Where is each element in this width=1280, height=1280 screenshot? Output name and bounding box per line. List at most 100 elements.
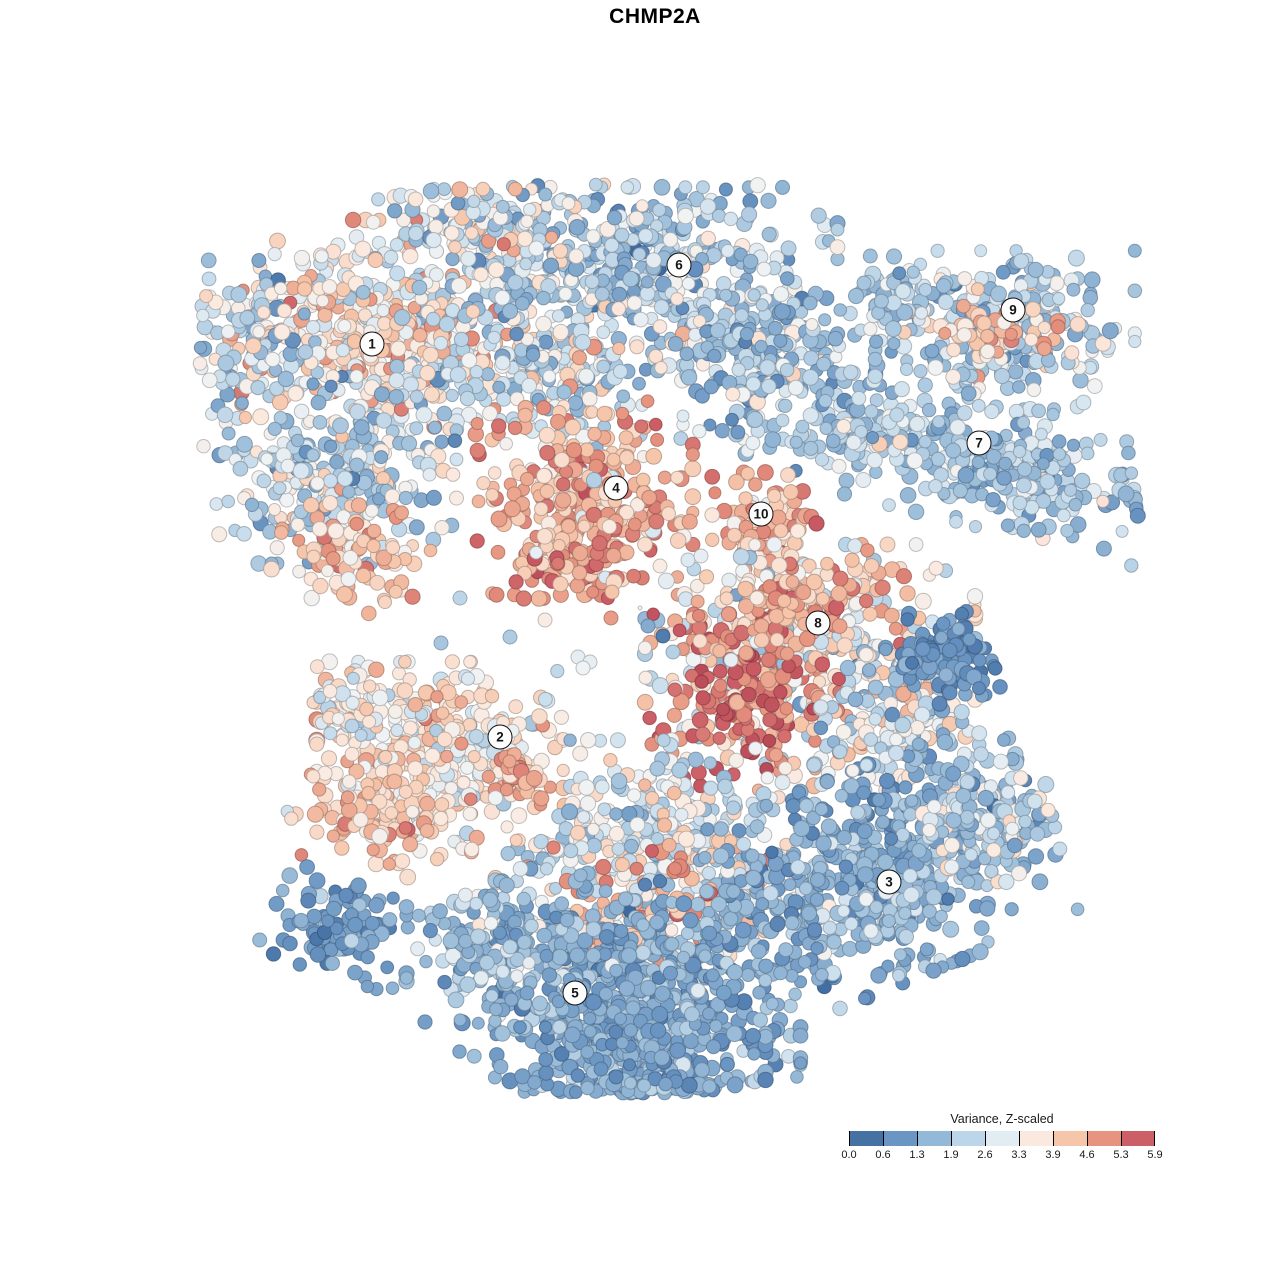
data-point: [747, 288, 761, 302]
data-point: [450, 195, 466, 211]
data-point: [1124, 558, 1139, 573]
data-point: [297, 281, 313, 297]
data-point: [782, 484, 799, 500]
data-point: [601, 519, 618, 535]
data-point: [445, 252, 460, 267]
data-point: [632, 376, 646, 391]
data-point: [608, 825, 625, 842]
data-point: [572, 745, 589, 762]
data-point: [402, 836, 419, 853]
data-point: [632, 247, 647, 262]
data-point: [656, 733, 671, 748]
data-point: [252, 408, 270, 426]
data-point: [407, 191, 424, 208]
data-point: [705, 532, 720, 547]
data-point: [305, 320, 321, 335]
data-point: [394, 853, 411, 869]
data-point: [932, 415, 946, 429]
data-point: [290, 517, 305, 532]
data-point: [1052, 292, 1066, 306]
data-point: [535, 315, 552, 333]
data-point: [707, 348, 722, 363]
data-point: [719, 591, 734, 606]
data-point: [816, 356, 832, 372]
data-point: [349, 516, 364, 532]
data-point: [525, 347, 541, 362]
data-point: [437, 182, 452, 197]
data-point: [471, 494, 486, 509]
data-point: [1072, 372, 1089, 389]
data-point: [463, 655, 477, 669]
data-point: [309, 659, 325, 675]
data-point: [560, 518, 577, 534]
data-point: [585, 229, 601, 244]
data-point: [859, 593, 874, 609]
data-point: [500, 820, 514, 834]
data-point: [425, 232, 442, 249]
data-point: [386, 773, 403, 790]
data-point: [487, 790, 504, 806]
data-point: [873, 293, 889, 309]
data-point: [393, 309, 411, 326]
data-point: [519, 257, 533, 271]
data-point: [721, 572, 737, 588]
data-point: [495, 355, 511, 371]
data-point: [323, 726, 338, 741]
data-point: [336, 470, 354, 487]
data-point: [221, 324, 236, 339]
data-point: [928, 560, 944, 576]
data-point: [611, 286, 628, 303]
data-point: [909, 720, 925, 736]
data-point: [507, 420, 523, 436]
data-point: [762, 712, 778, 728]
data-point: [312, 415, 328, 430]
data-point: [672, 623, 687, 638]
data-point: [460, 671, 476, 686]
data-point: [802, 407, 819, 424]
data-point: [415, 406, 433, 424]
data-point: [1080, 446, 1095, 461]
data-point: [336, 585, 353, 603]
data-point: [536, 290, 551, 306]
data-point: [789, 435, 803, 449]
data-point: [741, 206, 758, 223]
data-point: [447, 433, 463, 449]
data-point: [1048, 275, 1065, 292]
data-point: [369, 574, 386, 591]
data-point: [842, 364, 859, 381]
data-point: [232, 460, 249, 477]
data-point: [277, 370, 295, 388]
data-point: [199, 289, 214, 304]
data-point: [653, 178, 671, 196]
data-point: [578, 368, 595, 385]
data-point: [652, 319, 668, 334]
data-point: [306, 377, 320, 391]
data-point: [374, 450, 389, 465]
data-point: [615, 406, 630, 421]
data-point: [407, 697, 423, 713]
data-point: [838, 472, 855, 489]
data-point: [412, 327, 428, 343]
data-point: [496, 237, 511, 252]
data-point: [558, 286, 573, 301]
data-point: [534, 501, 549, 517]
data-point: [521, 377, 537, 394]
data-point: [310, 476, 325, 491]
data-point: [563, 733, 577, 747]
data-point: [387, 203, 403, 219]
data-point: [825, 433, 841, 449]
data-point: [725, 800, 741, 816]
data-point: [265, 351, 281, 368]
data-point: [766, 536, 783, 553]
data-point: [1127, 283, 1143, 299]
data-point: [1117, 485, 1135, 503]
data-point: [994, 367, 1011, 385]
data-point: [745, 660, 762, 677]
data-point: [366, 538, 381, 554]
data-point: [698, 569, 715, 585]
data-point: [579, 795, 597, 812]
data-point: [899, 487, 917, 504]
data-point: [813, 699, 829, 715]
data-point: [342, 485, 356, 499]
data-point: [553, 451, 570, 469]
